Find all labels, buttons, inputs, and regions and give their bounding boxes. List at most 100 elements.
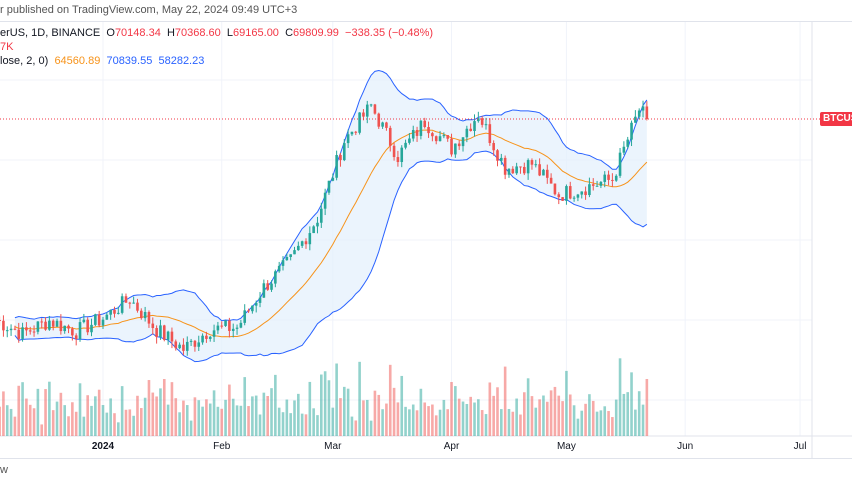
volume-bar xyxy=(511,411,515,436)
volume-bar xyxy=(637,391,641,436)
volume-bar xyxy=(327,380,331,436)
candle-body xyxy=(86,319,89,333)
volume-bar xyxy=(251,396,254,436)
volume-bar xyxy=(545,401,549,436)
volume-bar xyxy=(243,377,247,436)
volume-bar xyxy=(438,409,442,436)
bb-basis-value: 64560.89 xyxy=(54,55,101,67)
candle-body xyxy=(185,341,189,351)
candle-body xyxy=(607,174,610,180)
footer-text: w xyxy=(0,464,8,476)
candle-body xyxy=(526,160,530,174)
volume-bar xyxy=(549,390,553,436)
volume-bar xyxy=(143,397,147,436)
change-value: −338.35 (−0.48%) xyxy=(345,27,434,39)
candle-body xyxy=(630,122,633,140)
volume-bar xyxy=(561,401,564,436)
volume-bar xyxy=(400,375,404,436)
volume-bar xyxy=(78,383,82,436)
candle-body xyxy=(377,113,381,127)
volume-bar xyxy=(404,406,407,436)
candle-body xyxy=(178,344,181,349)
candle-body xyxy=(247,310,250,312)
candle-body xyxy=(465,128,469,138)
close-value: 69809.99 xyxy=(293,27,339,39)
volume-bar xyxy=(331,407,335,436)
publish-line: r published on TradingView.com, May 22, … xyxy=(0,4,298,16)
price-label: BTCUS xyxy=(820,112,852,126)
volume-bar xyxy=(25,398,28,436)
volume-bar xyxy=(120,386,124,436)
candle-body xyxy=(32,331,36,333)
candle-body xyxy=(36,321,40,332)
candle-body xyxy=(523,166,526,174)
volume-bar xyxy=(300,413,304,436)
volume-bar xyxy=(342,386,346,436)
candle-body xyxy=(90,324,93,333)
volume-bar xyxy=(519,414,522,436)
candle-body xyxy=(197,342,201,347)
candle-body xyxy=(162,325,166,340)
candle-body xyxy=(511,168,515,174)
volume-bar xyxy=(568,394,572,436)
volume-bar xyxy=(140,408,143,436)
volume-bar xyxy=(166,404,170,436)
candle-body xyxy=(549,177,553,184)
candle-body xyxy=(339,155,342,161)
candle-body xyxy=(419,120,423,136)
candle-body xyxy=(270,283,273,290)
candle-body xyxy=(140,310,143,319)
volume-bar xyxy=(32,408,36,436)
volume-bar xyxy=(442,399,446,436)
candle-body xyxy=(396,157,400,163)
candle-body xyxy=(101,319,105,326)
volume-bar xyxy=(346,388,350,436)
candle-body xyxy=(82,319,86,323)
candle-body xyxy=(385,122,388,128)
volume-bar xyxy=(262,392,266,436)
bb-upper-line xyxy=(14,70,648,322)
candle-body xyxy=(312,226,315,234)
volume-bar xyxy=(538,399,541,436)
volume-bar xyxy=(316,415,319,436)
volume-bar xyxy=(530,396,534,436)
volume-bar xyxy=(270,388,273,436)
volume-bar xyxy=(55,401,59,436)
volume-bar xyxy=(618,358,622,436)
candle-body xyxy=(132,302,135,304)
volume-bar xyxy=(423,402,427,436)
volume-bar xyxy=(128,409,132,436)
x-tick-label: Feb xyxy=(213,441,231,452)
volume-bar xyxy=(21,382,24,436)
volume-bar xyxy=(614,399,618,436)
candle-body xyxy=(477,118,480,122)
candle-body xyxy=(576,194,580,198)
candle-body xyxy=(0,320,1,322)
candle-body xyxy=(120,296,124,313)
low-value: 69165.00 xyxy=(233,27,279,39)
volume-bar xyxy=(178,412,181,436)
candle-body xyxy=(155,328,158,338)
candle-body xyxy=(97,314,101,326)
candle-body xyxy=(320,208,323,223)
volume-bar xyxy=(185,405,189,436)
candle-body xyxy=(595,185,599,187)
candle-body xyxy=(572,197,576,199)
volume-bar xyxy=(641,404,645,436)
volume-bar xyxy=(155,396,158,436)
candle-body xyxy=(147,312,151,324)
candle-body xyxy=(584,191,587,196)
volume-bar xyxy=(2,391,5,436)
volume-bar xyxy=(427,406,430,436)
volume-bar xyxy=(205,399,208,436)
volume-bar xyxy=(74,411,78,436)
candle-body xyxy=(21,327,24,339)
candle-body xyxy=(216,325,220,331)
volume-bar xyxy=(469,396,472,436)
candle-body xyxy=(239,322,243,328)
volume-bar xyxy=(507,408,511,436)
candle-body xyxy=(277,265,281,272)
candle-body xyxy=(599,181,603,186)
volume-bar xyxy=(500,409,503,436)
